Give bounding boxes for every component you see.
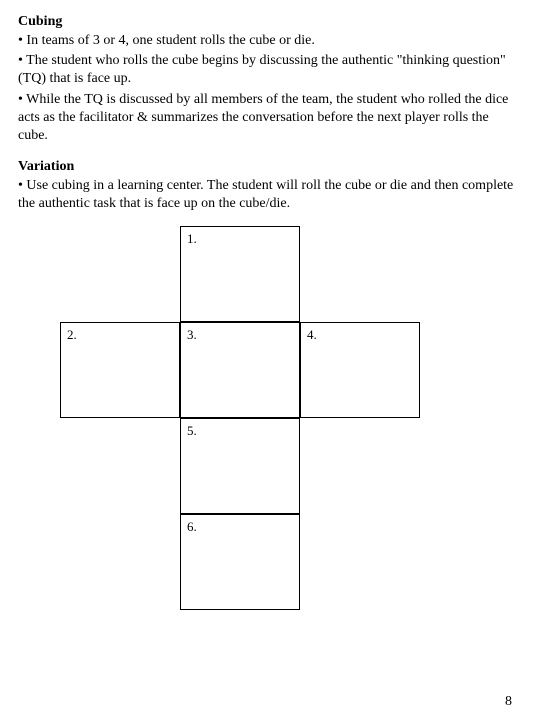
- bullet-text: • Use cubing in a learning center. The s…: [18, 177, 522, 213]
- page-number: 8: [505, 694, 512, 710]
- cubing-bullet-3: • While the TQ is discussed by all membe…: [18, 91, 522, 146]
- section-spacer: [18, 147, 522, 159]
- cube-face-5: 5.: [180, 418, 300, 514]
- cubing-bullet-1: • In teams of 3 or 4, one student rolls …: [18, 32, 522, 50]
- cube-face-6: 6.: [180, 514, 300, 610]
- cubing-heading: Cubing: [18, 14, 522, 30]
- cube-face-2: 2.: [60, 322, 180, 418]
- variation-section: Variation • Use cubing in a learning cen…: [18, 159, 522, 213]
- cubing-bullet-2: • The student who rolls the cube begins …: [18, 52, 522, 88]
- variation-bullet-1: • Use cubing in a learning center. The s…: [18, 177, 522, 213]
- cube-face-3: 3.: [180, 322, 300, 418]
- bullet-text: • While the TQ is discussed by all membe…: [18, 91, 522, 146]
- bullet-text: • The student who rolls the cube begins …: [18, 52, 522, 88]
- cube-face-4: 4.: [300, 322, 420, 418]
- cube-face-1: 1.: [180, 226, 300, 322]
- cubing-section: Cubing • In teams of 3 or 4, one student…: [18, 14, 522, 145]
- bullet-text: • In teams of 3 or 4, one student rolls …: [18, 32, 522, 50]
- variation-heading: Variation: [18, 159, 522, 175]
- cube-net-diagram: 1. 2. 3. 4. 5. 6.: [60, 226, 420, 706]
